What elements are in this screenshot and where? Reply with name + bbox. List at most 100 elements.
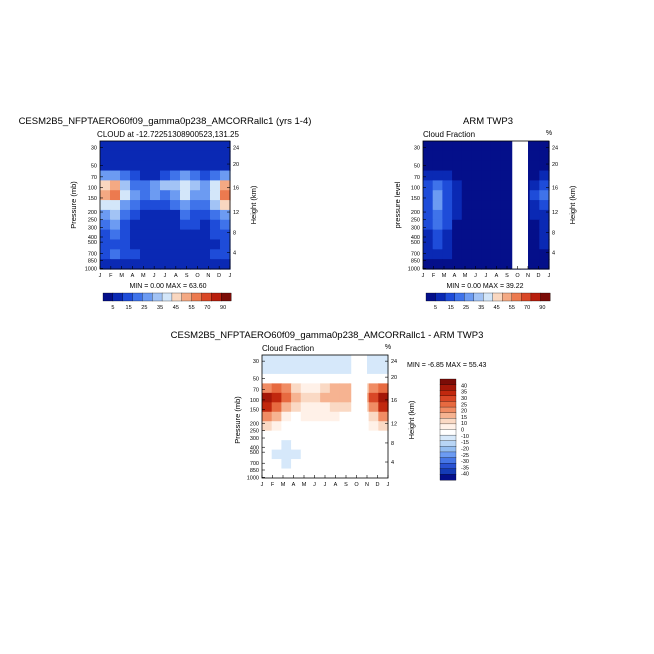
heatmap-cell [423, 229, 434, 241]
y-tick-label: 70 [91, 175, 97, 181]
heatmap-cell [271, 459, 282, 470]
heatmap-cell [210, 170, 221, 181]
colorbar-label: 90 [220, 305, 226, 311]
heatmap-cell [378, 440, 389, 451]
heatmap-cell [310, 355, 321, 366]
heatmap-cell [110, 200, 121, 211]
heatmap-cell [271, 449, 282, 460]
colorbar-swatch [473, 292, 484, 302]
heatmap-cell [378, 411, 389, 422]
heatmap-cell [452, 160, 463, 172]
x-tick-label: M [141, 273, 146, 279]
heatmap-cell [160, 259, 171, 270]
heatmap-cell [320, 459, 331, 470]
heatmap-cell [339, 449, 350, 460]
heatmap-cell [539, 259, 550, 270]
heatmap-cell [442, 229, 453, 241]
heatmap-cell [150, 239, 161, 250]
heatmap-cell [291, 449, 302, 460]
colorbar-swatch [142, 292, 153, 302]
heatmap-cell [432, 239, 443, 250]
y-tick-label: 50 [91, 163, 97, 169]
heatmap-cell [368, 468, 379, 479]
heatmap-cell [423, 190, 434, 201]
heatmap-cell [539, 219, 550, 231]
heatmap-cell [461, 239, 473, 250]
heatmap-cell [368, 459, 379, 470]
heatmap-cell [471, 150, 482, 162]
heatmap-cell [150, 249, 161, 260]
panel-obs-ylabel-right: Height (km) [568, 185, 577, 224]
y-right-tick-label: 8 [233, 231, 236, 237]
heatmap-cell [180, 209, 191, 221]
heatmap-cell [150, 209, 161, 221]
heatmap-cell [432, 259, 443, 270]
heatmap-cell [471, 249, 482, 260]
heatmap-cell [339, 383, 350, 394]
heatmap-cell [100, 249, 111, 260]
heatmap-cell [481, 229, 492, 241]
heatmap-cell [423, 259, 434, 270]
x-tick-label: D [376, 482, 380, 488]
heatmap-cell [529, 229, 540, 241]
x-tick-label: A [495, 273, 499, 279]
colorbar-label: -15 [461, 440, 469, 446]
heatmap-cell [110, 229, 121, 241]
heatmap-cell [329, 468, 341, 479]
heatmap-cell [180, 141, 191, 152]
panel-obs-ylabel: pressure level [393, 181, 402, 228]
y-right-tick-label: 24 [233, 145, 239, 151]
y-right-tick-label: 12 [391, 421, 397, 427]
y-right-tick-label: 4 [391, 460, 394, 466]
y-right-tick-label: 20 [233, 162, 239, 168]
y-tick-label: 300 [250, 436, 259, 442]
heatmap-cell [130, 239, 141, 250]
heatmap-cell [452, 239, 463, 250]
heatmap-cell [442, 190, 453, 201]
heatmap-cell [500, 259, 511, 270]
heatmap-cell [378, 383, 389, 394]
heatmap-cell [120, 170, 131, 181]
heatmap-cell [432, 141, 443, 152]
heatmap-cell [329, 392, 341, 403]
heatmap-cell [310, 468, 321, 479]
heatmap-cell [300, 459, 312, 470]
heatmap-cell [100, 160, 111, 172]
heatmap-cell [170, 160, 181, 172]
heatmap-cell [368, 355, 379, 366]
x-tick-label: S [505, 273, 509, 279]
heatmap-cell [130, 141, 141, 152]
heatmap-cell [490, 229, 502, 241]
heatmap-cell [529, 180, 540, 191]
colorbar-label: -25 [461, 453, 469, 459]
panel-diff-stats: MIN = -6.85 MAX = 55.43 [407, 362, 486, 369]
heatmap-cell [310, 402, 321, 413]
heatmap-cell [262, 383, 273, 394]
heatmap-cell [423, 239, 434, 250]
heatmap-cell [378, 421, 389, 432]
heatmap-cell [150, 150, 161, 162]
heatmap-cell [210, 209, 221, 221]
y-tick-label: 50 [253, 376, 259, 382]
x-tick-label: F [109, 273, 113, 279]
heatmap-cell [442, 259, 453, 270]
heatmap-cell [130, 180, 141, 191]
colorbar-swatch [439, 451, 457, 459]
heatmap-cell [190, 180, 201, 191]
heatmap-cell [368, 402, 379, 413]
heatmap-cell [200, 160, 211, 172]
colorbar-swatch [211, 292, 222, 302]
colorbar-label: 35 [157, 305, 163, 311]
x-tick-label: A [334, 482, 338, 488]
heatmap-cell [378, 355, 389, 366]
heatmap-cell [130, 160, 141, 172]
heatmap-cell [500, 141, 511, 152]
heatmap-cell [500, 200, 511, 211]
x-tick-label: O [515, 273, 520, 279]
heatmap-cell [220, 141, 231, 152]
y-right-tick-label: 20 [391, 375, 397, 381]
heatmap-cell [140, 239, 151, 250]
heatmap-cell [160, 239, 171, 250]
heatmap-cell [271, 402, 282, 413]
heatmap-cell [481, 150, 492, 162]
